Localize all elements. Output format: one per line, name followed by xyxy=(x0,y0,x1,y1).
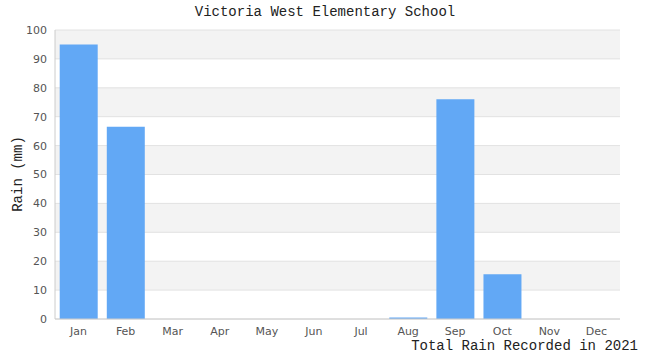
svg-text:60: 60 xyxy=(33,140,47,153)
svg-text:50: 50 xyxy=(33,168,47,181)
svg-text:90: 90 xyxy=(33,53,47,66)
svg-text:Jul: Jul xyxy=(353,325,367,338)
svg-text:Sep: Sep xyxy=(445,325,466,338)
svg-text:Nov: Nov xyxy=(539,325,561,338)
svg-text:20: 20 xyxy=(33,255,47,268)
svg-text:Mar: Mar xyxy=(162,325,183,338)
svg-text:May: May xyxy=(256,325,279,338)
svg-text:Oct: Oct xyxy=(493,325,513,338)
svg-text:70: 70 xyxy=(33,111,47,124)
svg-text:Jun: Jun xyxy=(304,325,322,338)
svg-text:80: 80 xyxy=(33,82,47,95)
svg-text:0: 0 xyxy=(40,313,47,326)
svg-text:100: 100 xyxy=(26,24,47,37)
svg-text:10: 10 xyxy=(33,284,47,297)
svg-text:Feb: Feb xyxy=(116,325,135,338)
svg-text:Jan: Jan xyxy=(69,325,87,338)
svg-text:Apr: Apr xyxy=(210,325,230,338)
html-text:Rain (mm): Rain (mm) xyxy=(10,136,26,212)
svg-text:30: 30 xyxy=(33,226,47,239)
svg-text:Aug: Aug xyxy=(397,325,418,338)
svg-text:40: 40 xyxy=(33,197,47,210)
svg-text:Dec: Dec xyxy=(586,325,607,338)
html-text:Total Rain Recorded in 2021: Total Rain Recorded in 2021 xyxy=(411,338,638,354)
html-text:Victoria West Elementary Schoo: Victoria West Elementary School xyxy=(194,4,456,20)
